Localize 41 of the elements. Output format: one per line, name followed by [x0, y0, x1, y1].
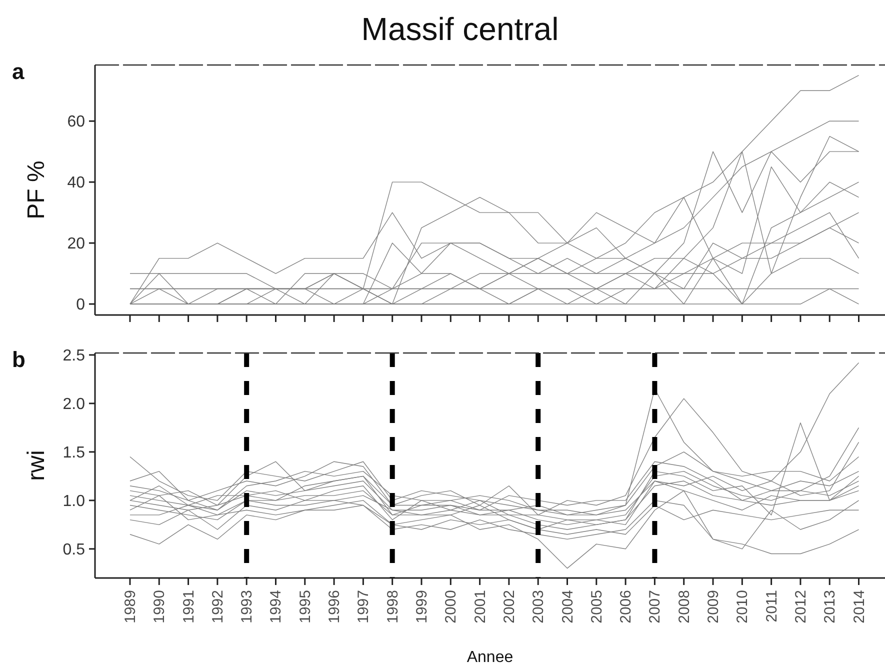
y-tick-label: 1.5 — [62, 444, 86, 462]
x-tick-label: 1997 — [355, 590, 372, 624]
y-tick-label: 0.5 — [62, 542, 86, 559]
y-axis-title: rwi — [23, 450, 50, 481]
x-tick-label: 2006 — [618, 590, 635, 624]
x-tick-label: 1989 — [122, 590, 139, 624]
x-tick-label: 2008 — [676, 590, 693, 624]
y-tick-label: 40 — [67, 174, 86, 192]
x-axis-title: Annee — [466, 649, 514, 666]
x-tick-label: 2004 — [559, 590, 576, 624]
y-tick-label: 0 — [76, 296, 86, 314]
x-tick-label: 2010 — [734, 590, 752, 624]
x-tick-label: 1999 — [413, 590, 430, 624]
x-tick-label: 1996 — [326, 590, 344, 624]
text: b — [12, 347, 26, 372]
y-axis-title: PF % — [23, 160, 50, 220]
x-tick-label: 1998 — [384, 590, 402, 624]
x-tick-label: 1994 — [268, 590, 285, 624]
y-tick-label: 2.5 — [62, 348, 86, 365]
x-tick-label: 1995 — [296, 590, 314, 624]
y-tick-label: 2.0 — [62, 396, 86, 414]
chart-title: Massif central — [361, 11, 559, 47]
x-tick-label: 1991 — [180, 590, 198, 624]
x-tick-label: 2007 — [646, 590, 664, 624]
y-tick-label: 1.0 — [62, 493, 86, 510]
x-tick-label: 2011 — [763, 590, 780, 622]
text: a — [12, 59, 25, 84]
x-tick-label: 1993 — [238, 590, 256, 624]
x-tick-label: 1992 — [209, 590, 226, 624]
x-tick-label: 2014 — [850, 590, 868, 624]
y-tick-label: 60 — [67, 114, 86, 131]
x-tick-label: 1990 — [151, 590, 168, 624]
x-tick-label: 2003 — [530, 590, 548, 624]
x-tick-label: 2005 — [588, 590, 606, 624]
x-tick-label: 2009 — [705, 590, 722, 624]
x-tick-label: 2000 — [442, 590, 460, 624]
x-tick-label: 2012 — [792, 590, 810, 624]
x-tick-label: 2013 — [822, 590, 839, 624]
x-tick-label: 2001 — [472, 590, 489, 624]
x-tick-label: 2002 — [500, 590, 518, 624]
y-tick-label: 20 — [67, 236, 86, 253]
